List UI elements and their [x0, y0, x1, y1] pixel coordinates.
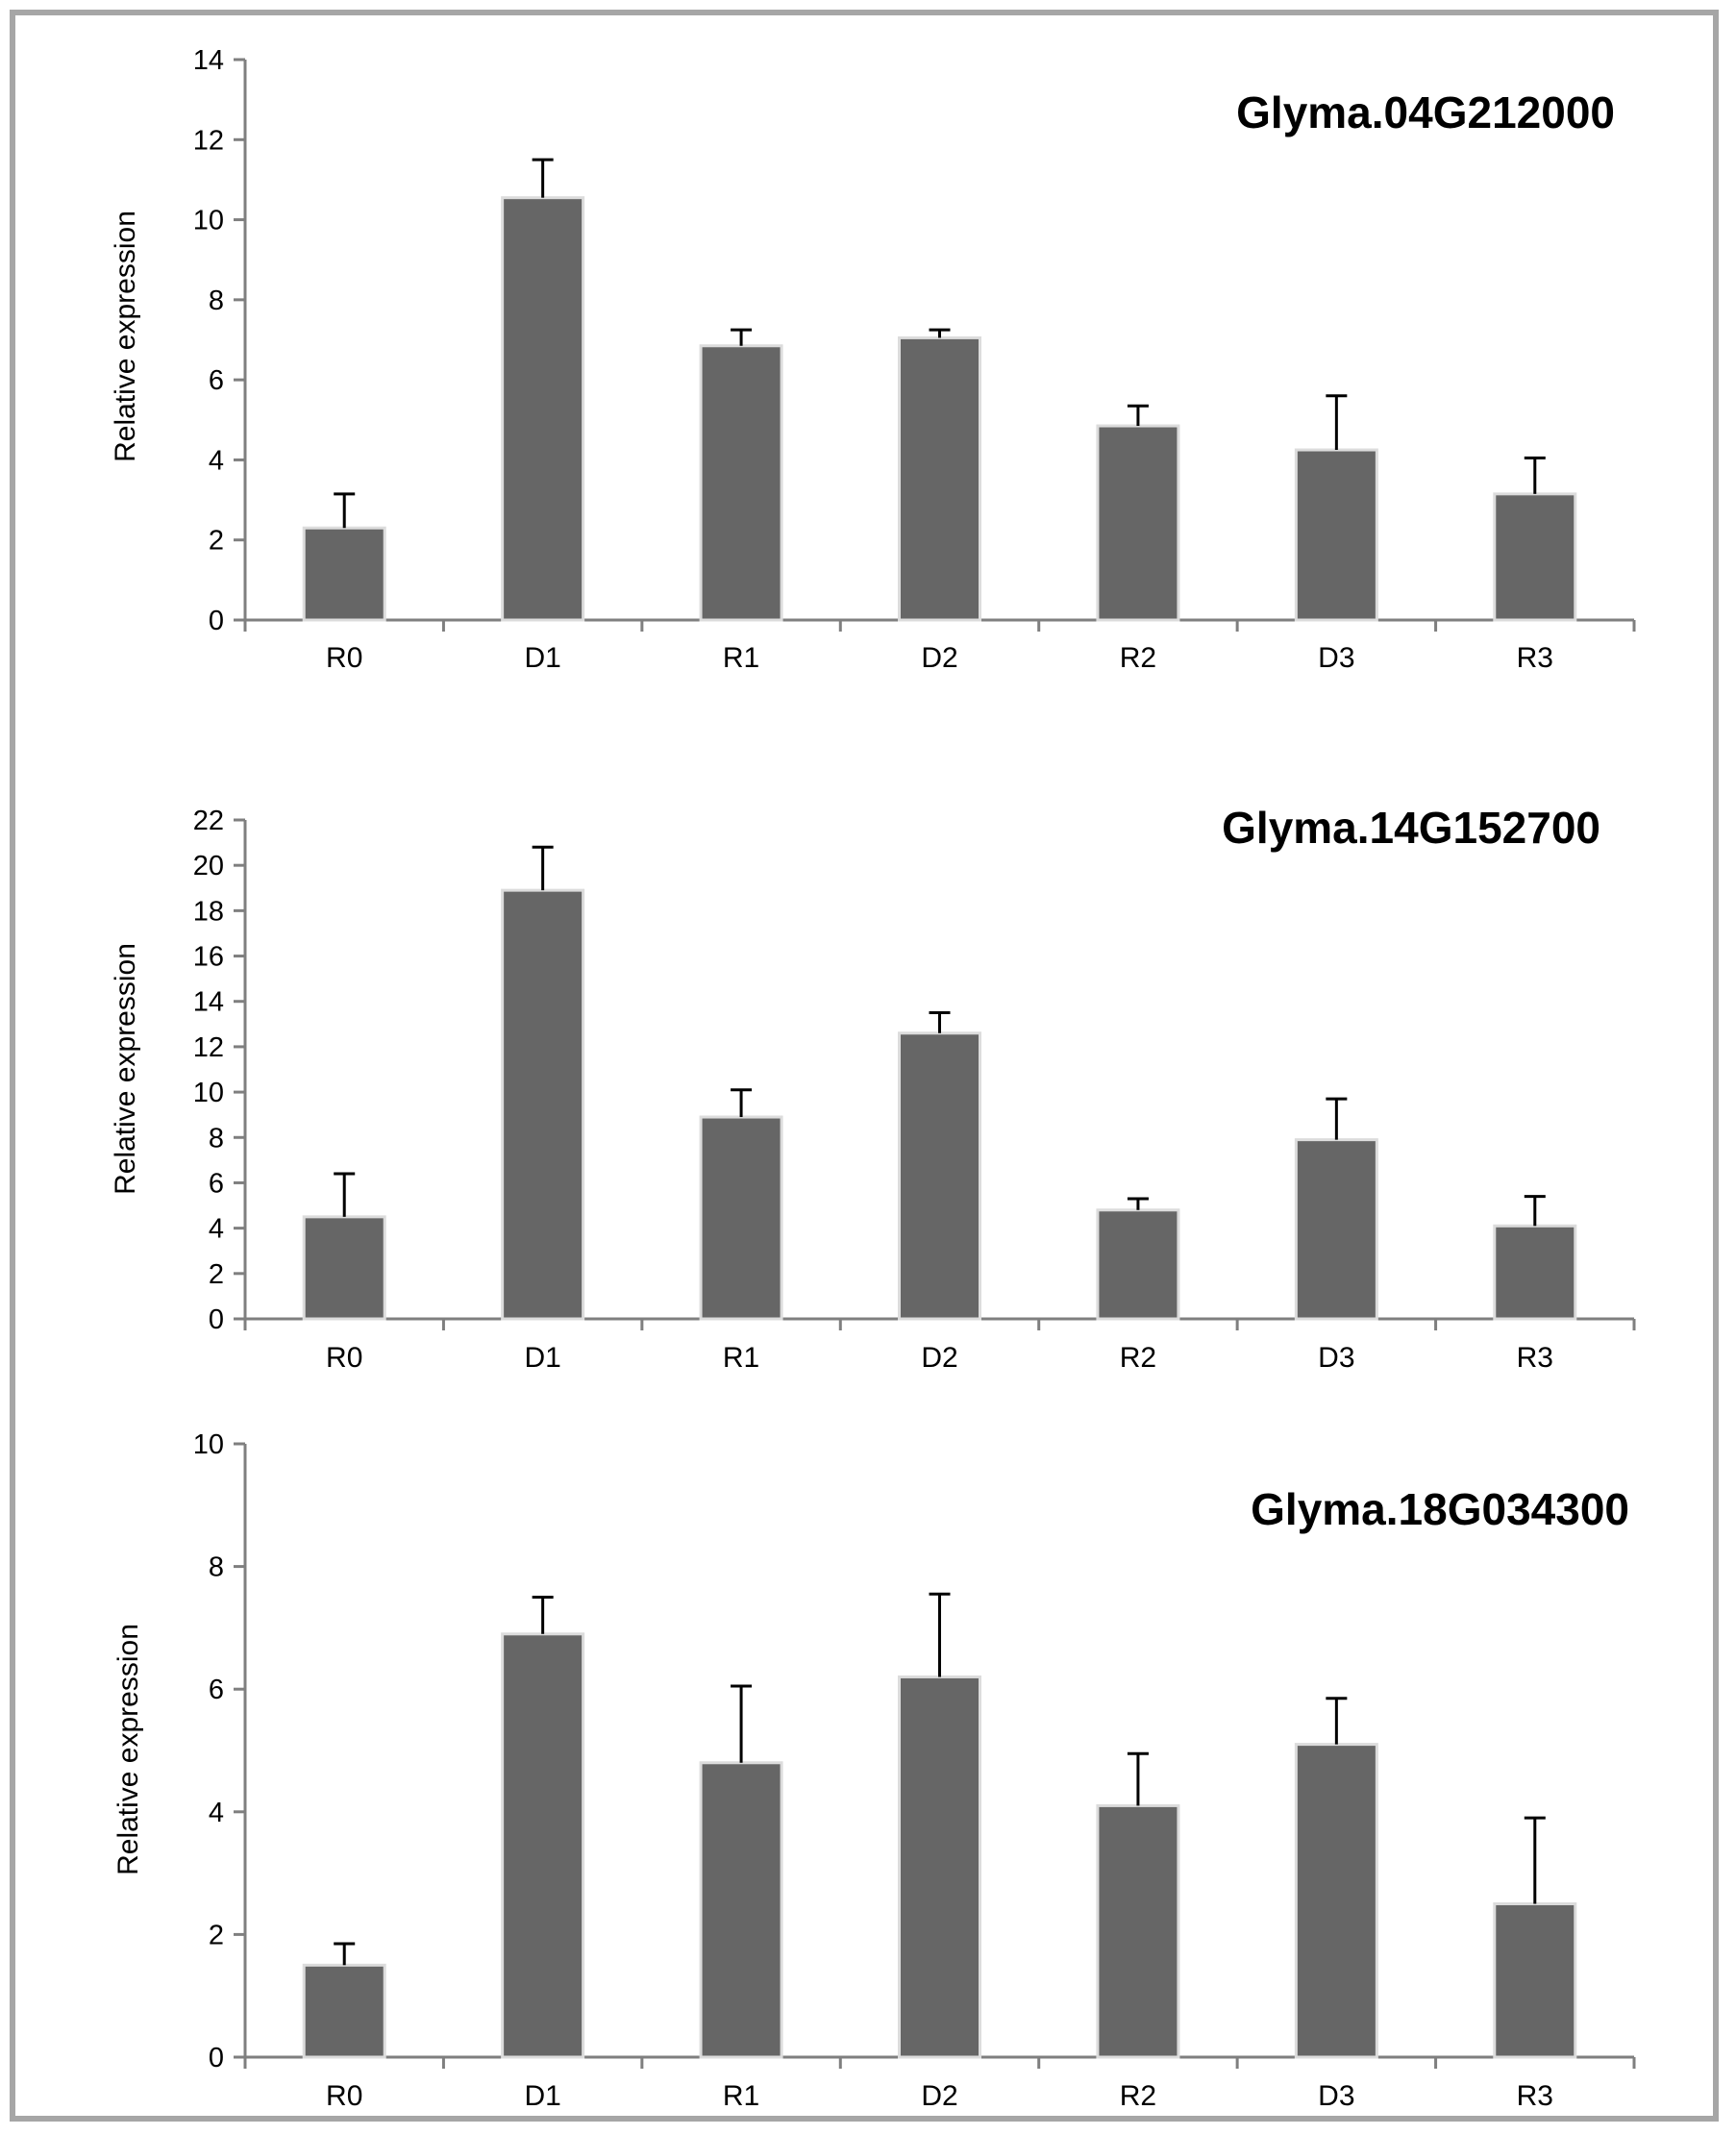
bar-r3 [1493, 492, 1577, 622]
y-tick-label: 0 [209, 606, 224, 636]
y-tick-label: 6 [209, 1168, 224, 1199]
y-tick-label: 20 [193, 851, 224, 881]
bar-r0 [302, 1215, 386, 1321]
bar-r0 [302, 526, 386, 622]
y-axis-title: Relative expression [112, 1624, 144, 1875]
y-tick-label: 12 [193, 1032, 224, 1063]
y-tick-label: 4 [209, 445, 224, 476]
chart-title: Glyma.18G034300 [1251, 1484, 1629, 1534]
category-label: D2 [921, 642, 957, 674]
bar-d3 [1294, 1743, 1378, 2059]
category-label: R2 [1120, 2080, 1156, 2112]
category-label: R3 [1517, 1342, 1553, 1374]
category-label: R2 [1120, 642, 1156, 674]
category-label: D3 [1318, 1342, 1354, 1374]
category-label: R1 [723, 2080, 759, 2112]
category-label: D2 [921, 2080, 957, 2112]
category-label: D3 [1318, 2080, 1354, 2112]
y-axis-title: Relative expression [110, 943, 141, 1195]
y-tick-label: 0 [209, 2043, 224, 2073]
figure-frame [10, 10, 1719, 2122]
bar-d1 [501, 196, 585, 622]
bar-d2 [898, 1031, 981, 1321]
bar-d1 [501, 1632, 585, 2059]
category-label: R1 [723, 642, 759, 674]
y-tick-label: 18 [193, 896, 224, 927]
bar-r1 [699, 344, 783, 622]
bar-d2 [898, 335, 981, 622]
y-tick-label: 6 [209, 365, 224, 396]
y-tick-label: 14 [193, 45, 224, 76]
y-axis-title: Relative expression [110, 211, 141, 462]
bar-d2 [898, 1675, 981, 2059]
category-label: D2 [921, 1342, 957, 1374]
y-tick-label: 8 [209, 1123, 224, 1154]
category-label: D3 [1318, 642, 1354, 674]
bar-r0 [302, 1963, 386, 2059]
y-tick-label: 14 [193, 987, 224, 1018]
bar-d1 [501, 888, 585, 1321]
y-tick-label: 8 [209, 285, 224, 316]
y-tick-label: 6 [209, 1675, 224, 1705]
category-label: D1 [524, 642, 560, 674]
category-label: R3 [1517, 642, 1553, 674]
chart-title: Glyma.04G212000 [1236, 87, 1615, 137]
y-tick-label: 4 [209, 1798, 224, 1828]
bar-r3 [1493, 1224, 1577, 1321]
category-label: R0 [326, 2080, 362, 2112]
bar-r3 [1493, 1902, 1577, 2059]
y-tick-label: 16 [193, 942, 224, 973]
y-tick-label: 10 [193, 206, 224, 236]
category-label: R1 [723, 1342, 759, 1374]
y-tick-label: 4 [209, 1214, 224, 1245]
y-tick-label: 2 [209, 1920, 224, 1950]
bar-r2 [1096, 424, 1180, 622]
y-tick-label: 22 [193, 806, 224, 836]
y-tick-label: 0 [209, 1304, 224, 1335]
category-label: D1 [524, 1342, 560, 1374]
category-label: R0 [326, 1342, 362, 1374]
chart-title: Glyma.14G152700 [1222, 803, 1600, 853]
bar-d3 [1294, 448, 1378, 622]
category-label: R3 [1517, 2080, 1553, 2112]
category-label: R0 [326, 642, 362, 674]
bar-r1 [699, 1115, 783, 1321]
bar-d3 [1294, 1138, 1378, 1321]
category-label: R2 [1120, 1342, 1156, 1374]
y-tick-label: 8 [209, 1552, 224, 1583]
y-tick-label: 10 [193, 1429, 224, 1460]
bar-r2 [1096, 1803, 1180, 2059]
bar-r1 [699, 1761, 783, 2059]
y-tick-label: 10 [193, 1078, 224, 1108]
y-tick-label: 2 [209, 526, 224, 557]
category-label: D1 [524, 2080, 560, 2112]
y-tick-label: 2 [209, 1259, 224, 1290]
bar-r2 [1096, 1208, 1180, 1321]
y-tick-label: 12 [193, 125, 224, 156]
